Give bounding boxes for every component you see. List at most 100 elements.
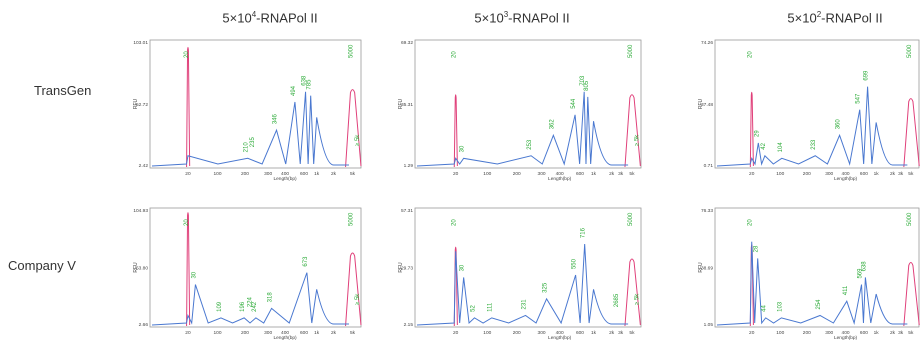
x-tick-label: 600 (576, 171, 584, 177)
x-tick-label: 200 (803, 171, 811, 177)
x-tick-label: 100 (776, 330, 784, 336)
peak-size-label: 233 (811, 139, 817, 150)
y-axis-label: RFU (133, 98, 139, 109)
peak-size-label: 254 (816, 299, 822, 310)
y-tick-label: 1.05 (704, 322, 714, 328)
peak-size-label: 673 (303, 256, 309, 267)
peak-size-label: ≥ 5k (635, 134, 641, 146)
x-tick-label: 400 (281, 171, 289, 177)
x-tick-label: 200 (513, 330, 521, 336)
plot-area (714, 207, 920, 328)
electropherogram-panel: 57.31 29.73 2.15 RFU 20 100 200 300 400 600 1k 2k 3k… (398, 207, 642, 341)
x-tick-label: 400 (556, 330, 564, 336)
sample-trace-series (151, 272, 349, 326)
x-tick-label: 2k (890, 171, 896, 177)
peak-size-label: 20 (452, 51, 458, 58)
y-tick-label: 103.01 (133, 40, 148, 46)
x-tick-label: 200 (241, 171, 249, 177)
x-tick-label: 300 (264, 171, 272, 177)
sample-trace-series (716, 241, 908, 326)
x-tick-label: 1k (874, 330, 880, 336)
peak-size-label: 547 (856, 93, 862, 104)
y-tick-label: 2.15 (404, 322, 414, 328)
x-tick-label: 200 (241, 330, 249, 336)
peak-size-label: 20 (748, 51, 754, 58)
electropherogram-panel: 76.33 38.69 1.05 RFU 20 100 200 300 400 600 1k 2k 3k… (698, 207, 920, 341)
peak-size-label: 52 (470, 305, 476, 312)
plot-area (414, 39, 642, 169)
x-tick-label: 1k (314, 330, 320, 336)
y-axis-label: RFU (133, 262, 139, 273)
y-tick-label: 29.73 (401, 266, 413, 272)
x-tick-label: 3k (898, 330, 904, 336)
x-tick-label: 5k (629, 171, 635, 177)
peak-size-label: 360 (836, 119, 842, 130)
y-axis-label: RFU (698, 262, 704, 273)
peak-size-label: 231 (522, 299, 528, 310)
y-tick-label: 37.48 (701, 102, 713, 108)
peak-size-label: 42 (761, 142, 767, 149)
peak-size-label: 5000 (907, 212, 913, 226)
peak-size-label: 346 (273, 113, 279, 124)
peak-size-label: 210 (244, 142, 250, 153)
peak-size-label: 30 (460, 264, 466, 271)
peak-size-label: 5000 (907, 44, 913, 58)
x-tick-label: 3k (618, 330, 624, 336)
x-axis-label: Length(bp) (834, 176, 858, 182)
x-tick-label: 5k (908, 171, 914, 177)
peak-size-label: 638 (302, 75, 308, 86)
peak-size-label: 111 (488, 302, 494, 312)
peak-size-label: 5000 (628, 212, 634, 226)
x-tick-label: 2k (331, 330, 337, 336)
sample-trace-series (416, 91, 629, 167)
y-tick-label: 52.72 (136, 102, 148, 108)
peak-size-label: 699 (864, 70, 870, 81)
y-tick-label: 53.80 (136, 266, 148, 272)
marker-peak-series (749, 91, 920, 168)
x-tick-label: 3k (618, 171, 624, 177)
peak-size-label: 716 (581, 227, 587, 238)
peak-size-label: 20 (452, 219, 458, 226)
peak-size-label: 20 (184, 51, 190, 58)
electropherogram-panel: 103.01 52.72 2.42 RFU 20 100 200 300 400 600 1k 2k 5… (133, 39, 362, 182)
peak-size-label: ≥ 5k (635, 293, 641, 305)
x-tick-label: 100 (214, 171, 222, 177)
y-tick-label: 57.31 (401, 208, 413, 214)
x-tick-label: 5k (629, 330, 635, 336)
x-tick-label: 100 (483, 171, 491, 177)
peak-size-label: 411 (843, 285, 849, 295)
row-label-company-v: Company V (8, 258, 76, 273)
peak-size-label: 103 (777, 301, 783, 312)
x-axis-label: Length(bp) (548, 335, 572, 341)
x-tick-label: 5k (908, 330, 914, 336)
x-tick-label: 20 (185, 330, 191, 336)
x-tick-label: 600 (860, 171, 868, 177)
x-tick-label: 1k (874, 171, 880, 177)
x-tick-label: 2k (609, 171, 615, 177)
y-tick-label: 2.66 (139, 322, 149, 328)
peak-size-label: 20 (748, 219, 754, 226)
y-tick-label: 38.69 (701, 266, 713, 272)
peak-size-label: 785 (307, 79, 313, 90)
x-tick-label: 400 (281, 330, 289, 336)
x-tick-label: 20 (185, 171, 191, 177)
x-tick-label: 100 (214, 330, 222, 336)
column-title-2: 5×102-RNAPol II (787, 10, 883, 26)
peak-size-label: 20 (184, 219, 190, 226)
peak-size-label: 44 (762, 305, 768, 312)
x-tick-label: 300 (825, 171, 833, 177)
y-tick-label: 74.26 (701, 40, 713, 46)
x-tick-label: 100 (483, 330, 491, 336)
peak-size-label: 2685 (614, 293, 620, 307)
peak-size-label: 318 (268, 292, 274, 303)
y-axis-label: RFU (398, 262, 404, 273)
x-tick-label: 300 (538, 330, 546, 336)
x-axis-label: Length(bp) (834, 335, 858, 341)
row-label-transgen: TransGen (34, 83, 92, 98)
peak-size-label: 550 (572, 258, 578, 269)
y-tick-label: 104.93 (133, 208, 148, 214)
sample-trace-series (716, 86, 908, 167)
peak-size-label: 104 (778, 142, 784, 153)
marker-peak-series (453, 94, 641, 168)
y-tick-label: 69.32 (401, 40, 413, 46)
